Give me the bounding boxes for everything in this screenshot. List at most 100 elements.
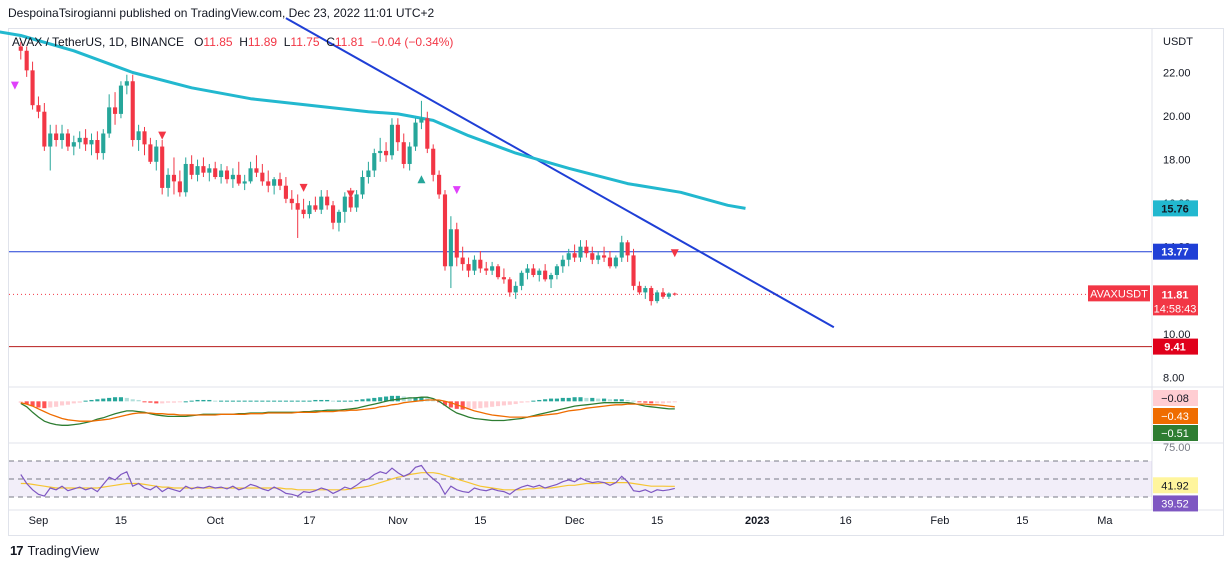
- candle-body: [207, 168, 212, 173]
- time-tick-label: Dec: [565, 515, 585, 527]
- macd-histogram-bar: [313, 399, 318, 402]
- macd-histogram-bar: [543, 399, 548, 402]
- candle-body: [201, 166, 206, 173]
- published-text: published on TradingView.com,: [119, 6, 286, 20]
- candle-body: [660, 292, 666, 297]
- macd-histogram-bar: [519, 401, 524, 403]
- candle-body: [219, 170, 224, 178]
- macd-histogram-bar: [171, 401, 177, 403]
- candle-body: [224, 170, 230, 180]
- candle-body: [354, 194, 359, 208]
- candle-body: [213, 168, 218, 178]
- candle-body: [166, 174, 171, 188]
- macd-histogram-bar: [378, 397, 383, 402]
- footer-brand[interactable]: TradingView: [27, 543, 100, 558]
- candle-body: [24, 50, 29, 71]
- candle-body: [319, 196, 324, 210]
- time-tick-label: Sep: [29, 515, 49, 527]
- candle-body: [254, 168, 259, 173]
- macd-histogram-bar: [637, 401, 642, 403]
- candle-body: [142, 131, 147, 145]
- candle-body: [260, 172, 265, 182]
- candle-body: [466, 264, 471, 271]
- macd-histogram-bar: [101, 398, 106, 402]
- high-value: 11.89: [247, 35, 278, 49]
- price-tick-label: 18.00: [1163, 155, 1191, 167]
- candle-body: [543, 270, 548, 280]
- candle-body: [519, 272, 524, 286]
- candle-body: [59, 133, 65, 141]
- macd-histogram-bar: [319, 399, 324, 402]
- macd-histogram-bar: [472, 401, 477, 409]
- candle-body: [384, 150, 389, 156]
- macd-histogram-bar: [596, 398, 601, 402]
- candle-body: [643, 288, 648, 293]
- time-tick-label: 15: [474, 515, 486, 527]
- macd-histogram-bar: [336, 400, 342, 402]
- macd-histogram-bar: [578, 397, 583, 402]
- candle-body: [649, 288, 654, 302]
- macd-histogram-bar: [177, 401, 182, 403]
- author-name[interactable]: DespoinaTsirogianni: [8, 6, 117, 20]
- macd-histogram-bar: [77, 401, 82, 403]
- macd-histogram-bar: [95, 399, 100, 402]
- macd-histogram-bar: [625, 399, 630, 402]
- candle-body: [607, 257, 613, 267]
- macd-histogram-bar: [36, 401, 41, 408]
- macd-histogram-bar: [277, 400, 283, 402]
- macd-histogram-bar: [460, 401, 465, 410]
- candle-body: [177, 181, 182, 193]
- macd-histogram-bar: [248, 400, 253, 402]
- buy-signal-marker: [417, 175, 426, 184]
- macd-histogram-bar: [18, 401, 23, 403]
- close-value: 11.81: [334, 35, 365, 49]
- macd-histogram-bar: [389, 395, 395, 402]
- candle-body: [65, 133, 70, 147]
- candle-body: [148, 144, 153, 162]
- sell-signal-marker: [346, 190, 355, 199]
- candle-body: [637, 285, 642, 293]
- macd-histogram-bar: [348, 400, 353, 402]
- tradingview-logo-icon[interactable]: 17: [10, 543, 24, 558]
- time-tick-label: Nov: [388, 515, 408, 527]
- time-tick-label: 17: [303, 515, 315, 527]
- chart-frame[interactable]: [8, 28, 1224, 536]
- candle-body: [566, 253, 571, 260]
- symbol-title[interactable]: AVAX / TetherUS, 1D, BINANCE: [12, 35, 185, 49]
- sell-signal-marker: [670, 249, 679, 258]
- candle-body: [136, 131, 141, 141]
- macd-histogram-bar: [213, 400, 218, 402]
- macd-histogram-bar: [330, 400, 336, 402]
- macd-histogram-bar: [572, 397, 577, 402]
- candle-body: [154, 146, 159, 162]
- time-tick-label: Ma: [1097, 515, 1113, 527]
- candle-body: [495, 266, 501, 278]
- symbol-tag-label: AVAXUSDT: [1090, 288, 1148, 300]
- candle-body: [18, 46, 23, 51]
- candle-body: [531, 268, 536, 275]
- candle-body: [336, 211, 342, 223]
- macd-histogram-bar: [295, 400, 300, 402]
- candle-body: [472, 259, 477, 271]
- candle-body: [490, 266, 495, 271]
- rsi-tick-label: 75.00: [1163, 442, 1191, 454]
- price-tick-label: 8.00: [1163, 372, 1184, 384]
- time-tick-label: 15: [1016, 515, 1028, 527]
- candle-body: [484, 268, 489, 271]
- candle-body: [189, 163, 194, 175]
- macd-histogram-bar: [48, 401, 53, 408]
- time-tick-label: 2023: [745, 515, 769, 527]
- candle-body: [171, 174, 177, 182]
- candle-body: [266, 181, 271, 186]
- macd-histogram-bar: [289, 400, 294, 402]
- macd-histogram-bar: [195, 399, 200, 402]
- macd-histogram-bar: [24, 401, 29, 405]
- publish-date: Dec 23, 2022 11:01 UTC+2: [288, 6, 435, 20]
- candle-body: [42, 111, 47, 147]
- candle-body: [295, 203, 300, 210]
- candle-body: [413, 122, 418, 147]
- macd-histogram-bar: [366, 398, 371, 402]
- macd-histogram-bar: [507, 401, 512, 405]
- countdown-label: 14:58:43: [1154, 303, 1197, 315]
